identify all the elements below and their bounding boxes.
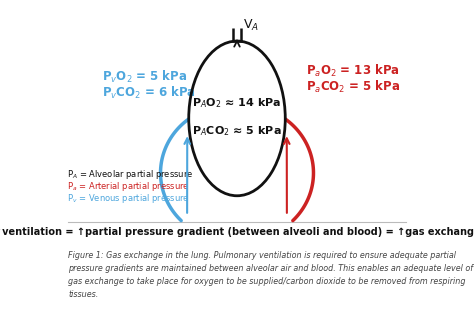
Text: P$_A$ = Alveolar partial pressure: P$_A$ = Alveolar partial pressure <box>67 168 193 181</box>
Ellipse shape <box>189 41 285 196</box>
Text: P$_A$CO$_2$ ≈ 5 kPa: P$_A$CO$_2$ ≈ 5 kPa <box>192 124 282 138</box>
Text: P$_v$ = Venous partial pressure: P$_v$ = Venous partial pressure <box>67 192 190 205</box>
Text: P$_A$O$_2$ ≈ 14 kPa: P$_A$O$_2$ ≈ 14 kPa <box>192 97 282 111</box>
Text: gas exchange to take place for oxygen to be supplied/carbon dioxide to be remove: gas exchange to take place for oxygen to… <box>68 277 466 286</box>
Text: V$_A$: V$_A$ <box>243 18 259 33</box>
Text: tissues.: tissues. <box>68 290 99 299</box>
Text: pressure gradients are maintained between alveolar air and blood. This enables a: pressure gradients are maintained betwee… <box>68 264 474 273</box>
Text: P$_a$ = Arterial partial pressure: P$_a$ = Arterial partial pressure <box>67 180 190 193</box>
Text: P$_a$O$_2$ = 13 kPa: P$_a$O$_2$ = 13 kPa <box>306 63 400 79</box>
Text: P$_v$O$_2$ = 5 kPa: P$_v$O$_2$ = 5 kPa <box>102 69 187 85</box>
Text: Figure 1: Gas exchange in the lung. Pulmonary ventilation is required to ensure : Figure 1: Gas exchange in the lung. Pulm… <box>68 251 456 260</box>
Text: ↑ventilation = ↑partial pressure gradient (between alveoli and blood) = ↑gas exc: ↑ventilation = ↑partial pressure gradien… <box>0 227 474 237</box>
Text: P$_a$CO$_2$ = 5 kPa: P$_a$CO$_2$ = 5 kPa <box>306 79 400 95</box>
Text: P$_v$CO$_2$ = 6 kPa: P$_v$CO$_2$ = 6 kPa <box>102 85 196 101</box>
